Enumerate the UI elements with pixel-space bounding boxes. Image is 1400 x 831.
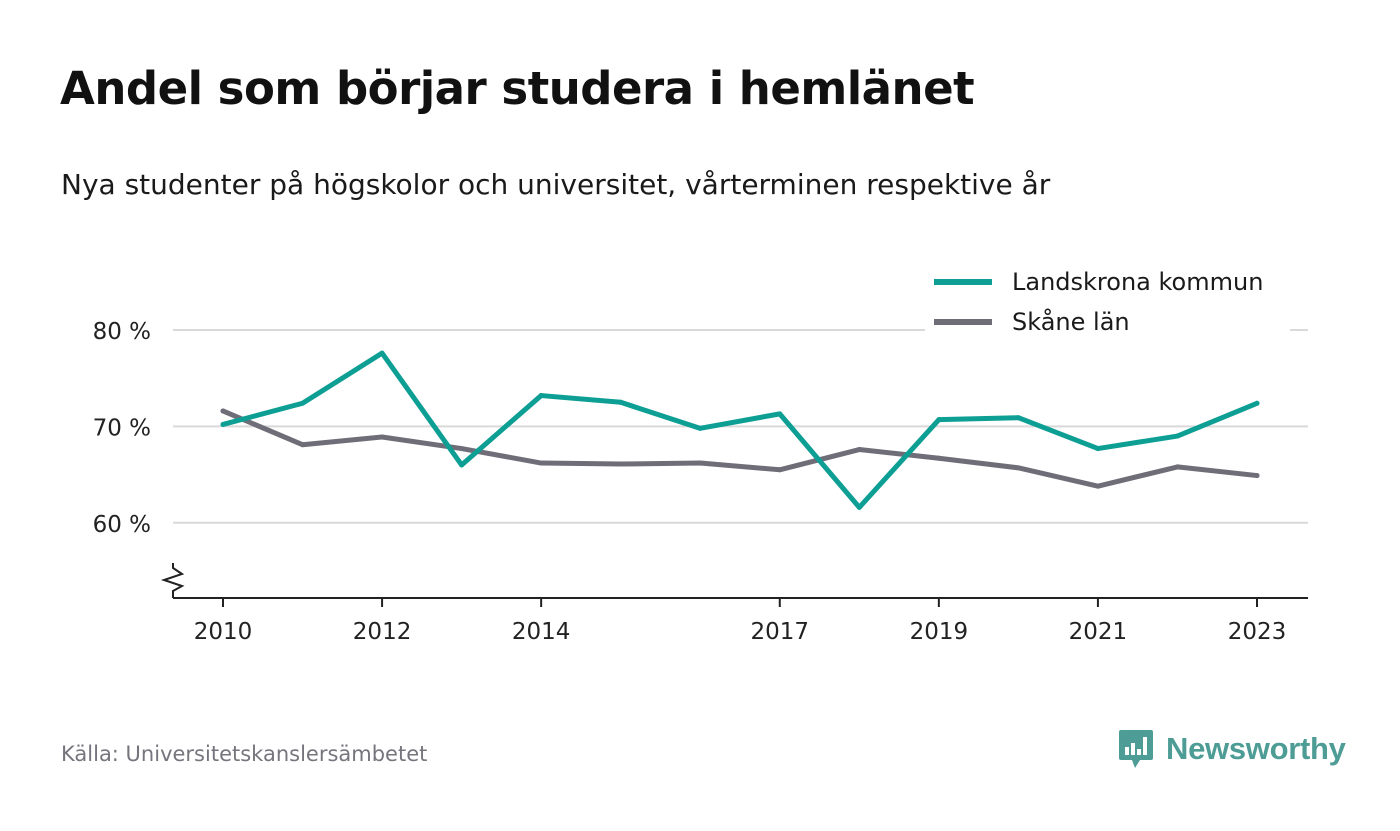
x-tick-label-2019: 2019	[910, 619, 969, 645]
data-point-landskrona-kommun-2023	[1254, 400, 1260, 406]
data-point-landskrona-kommun-2015	[618, 399, 624, 405]
data-point-sk-ne-l-n-2018	[856, 447, 862, 453]
data-point-sk-ne-l-n-2015	[618, 461, 624, 467]
x-tick-label-2010: 2010	[194, 619, 253, 645]
data-point-sk-ne-l-n-2022	[1174, 464, 1180, 470]
y-axis-break	[160, 563, 185, 598]
data-point-landskrona-kommun-2020	[1015, 415, 1021, 421]
data-point-landskrona-kommun-2022	[1174, 433, 1180, 439]
legend-label-landskrona-kommun: Landskrona kommun	[1012, 268, 1263, 296]
x-tick-label-2014: 2014	[512, 619, 571, 645]
data-point-landskrona-kommun-2021	[1095, 446, 1101, 452]
data-point-landskrona-kommun-2011	[300, 400, 306, 406]
y-tick-label-80: 80 %	[93, 319, 151, 345]
data-point-sk-ne-l-n-2013	[459, 446, 465, 452]
data-point-landskrona-kommun-2019	[936, 417, 942, 423]
data-point-sk-ne-l-n-2019	[936, 455, 942, 461]
brand-name: Newsworthy	[1166, 731, 1346, 766]
data-point-sk-ne-l-n-2016	[697, 460, 703, 466]
source-note: Källa: Universitetskanslersämbetet	[61, 742, 428, 766]
data-point-landskrona-kommun-2010	[220, 421, 226, 427]
newsworthy-logo-icon	[1119, 730, 1153, 768]
data-point-sk-ne-l-n-2017	[777, 467, 783, 473]
data-point-landskrona-kommun-2012	[379, 350, 385, 356]
x-tick-label-2021: 2021	[1069, 619, 1128, 645]
brand-logo: Newsworthy	[1118, 728, 1346, 770]
legend-label-sk-ne-l-n: Skåne län	[1012, 307, 1130, 336]
chart-subtitle: Nya studenter på högskolor och universit…	[61, 168, 1051, 201]
data-point-sk-ne-l-n-2020	[1015, 465, 1021, 471]
y-tick-label-70: 70 %	[93, 415, 151, 441]
data-point-landskrona-kommun-2018	[856, 504, 862, 510]
chart-title: Andel som börjar studera i hemlänet	[60, 62, 975, 115]
y-tick-label-60: 60 %	[93, 512, 151, 538]
legend-background	[925, 262, 1290, 342]
data-point-sk-ne-l-n-2014	[538, 460, 544, 466]
data-point-landskrona-kommun-2014	[538, 393, 544, 399]
series-line-sk-ne-l-n	[220, 408, 1260, 489]
x-tick-label-2023: 2023	[1228, 619, 1287, 645]
data-point-sk-ne-l-n-2012	[379, 434, 385, 440]
data-point-sk-ne-l-n-2023	[1254, 473, 1260, 479]
data-point-sk-ne-l-n-2010	[220, 408, 226, 414]
data-point-landskrona-kommun-2017	[777, 411, 783, 417]
data-point-landskrona-kommun-2013	[459, 462, 465, 468]
x-tick-label-2017: 2017	[750, 619, 809, 645]
data-point-sk-ne-l-n-2021	[1095, 483, 1101, 489]
series-line-landskrona-kommun	[220, 350, 1260, 510]
x-tick-label-2012: 2012	[353, 619, 412, 645]
data-point-landskrona-kommun-2016	[697, 425, 703, 431]
data-point-sk-ne-l-n-2011	[300, 442, 306, 448]
